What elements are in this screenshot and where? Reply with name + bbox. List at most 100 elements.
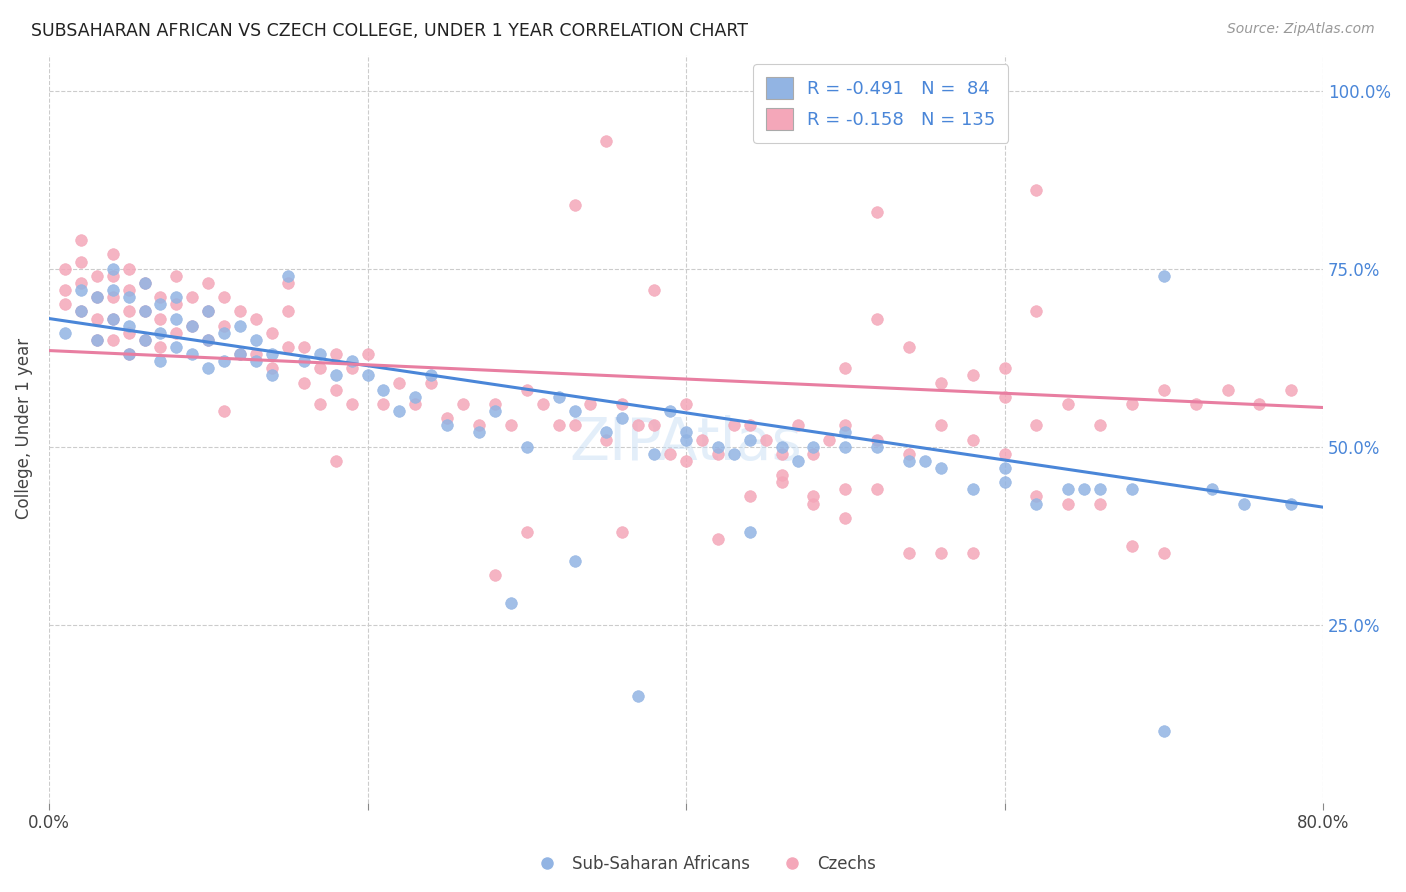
- Point: [277, 276, 299, 290]
- Point: [1025, 418, 1047, 433]
- Point: [564, 418, 586, 433]
- Point: [468, 425, 491, 440]
- Point: [675, 454, 697, 468]
- Point: [866, 483, 889, 497]
- Point: [165, 326, 187, 340]
- Point: [1201, 483, 1223, 497]
- Point: [181, 318, 204, 333]
- Point: [451, 397, 474, 411]
- Point: [308, 361, 330, 376]
- Point: [723, 447, 745, 461]
- Point: [86, 290, 108, 304]
- Point: [1153, 724, 1175, 739]
- Point: [499, 596, 522, 610]
- Point: [484, 567, 506, 582]
- Point: [53, 326, 76, 340]
- Text: SUBSAHARAN AFRICAN VS CZECH COLLEGE, UNDER 1 YEAR CORRELATION CHART: SUBSAHARAN AFRICAN VS CZECH COLLEGE, UND…: [31, 22, 748, 40]
- Y-axis label: College, Under 1 year: College, Under 1 year: [15, 338, 32, 519]
- Point: [738, 490, 761, 504]
- Point: [595, 433, 617, 447]
- Point: [134, 304, 156, 318]
- Point: [388, 404, 411, 418]
- Point: [212, 354, 235, 368]
- Point: [86, 290, 108, 304]
- Point: [117, 283, 139, 297]
- Point: [69, 304, 91, 318]
- Point: [212, 318, 235, 333]
- Point: [1088, 483, 1111, 497]
- Point: [117, 326, 139, 340]
- Point: [420, 376, 443, 390]
- Point: [245, 347, 267, 361]
- Point: [1153, 383, 1175, 397]
- Point: [165, 297, 187, 311]
- Point: [738, 418, 761, 433]
- Point: [165, 268, 187, 283]
- Point: [579, 397, 602, 411]
- Point: [1088, 497, 1111, 511]
- Point: [564, 404, 586, 418]
- Point: [994, 390, 1017, 404]
- Point: [1073, 483, 1095, 497]
- Point: [117, 304, 139, 318]
- Point: [962, 433, 984, 447]
- Point: [627, 418, 650, 433]
- Point: [547, 390, 569, 404]
- Point: [755, 433, 778, 447]
- Point: [325, 347, 347, 361]
- Point: [101, 290, 124, 304]
- Point: [388, 376, 411, 390]
- Point: [1025, 490, 1047, 504]
- Point: [404, 397, 426, 411]
- Point: [181, 347, 204, 361]
- Point: [260, 368, 283, 383]
- Point: [340, 361, 363, 376]
- Legend: Sub-Saharan Africans, Czechs: Sub-Saharan Africans, Czechs: [523, 848, 883, 880]
- Point: [994, 475, 1017, 490]
- Point: [308, 397, 330, 411]
- Point: [516, 440, 538, 454]
- Point: [1121, 397, 1143, 411]
- Point: [134, 276, 156, 290]
- Point: [1232, 497, 1254, 511]
- Point: [675, 397, 697, 411]
- Point: [770, 468, 793, 483]
- Point: [101, 283, 124, 297]
- Point: [659, 404, 682, 418]
- Point: [53, 297, 76, 311]
- Point: [962, 546, 984, 560]
- Point: [325, 368, 347, 383]
- Point: [1057, 397, 1080, 411]
- Point: [1153, 546, 1175, 560]
- Point: [484, 404, 506, 418]
- Point: [69, 233, 91, 247]
- Point: [707, 447, 730, 461]
- Point: [612, 411, 634, 425]
- Point: [277, 304, 299, 318]
- Point: [101, 311, 124, 326]
- Legend: R = -0.491   N =  84, R = -0.158   N = 135: R = -0.491 N = 84, R = -0.158 N = 135: [754, 64, 1008, 143]
- Point: [803, 447, 825, 461]
- Point: [292, 354, 315, 368]
- Point: [516, 525, 538, 540]
- Point: [595, 425, 617, 440]
- Point: [531, 397, 554, 411]
- Point: [866, 311, 889, 326]
- Point: [229, 318, 252, 333]
- Point: [117, 347, 139, 361]
- Point: [834, 511, 856, 525]
- Point: [834, 418, 856, 433]
- Point: [675, 425, 697, 440]
- Point: [229, 347, 252, 361]
- Point: [245, 354, 267, 368]
- Point: [69, 276, 91, 290]
- Point: [373, 383, 395, 397]
- Point: [149, 311, 172, 326]
- Point: [834, 361, 856, 376]
- Point: [803, 497, 825, 511]
- Point: [1121, 539, 1143, 553]
- Point: [197, 304, 219, 318]
- Point: [86, 333, 108, 347]
- Point: [356, 368, 378, 383]
- Point: [436, 411, 458, 425]
